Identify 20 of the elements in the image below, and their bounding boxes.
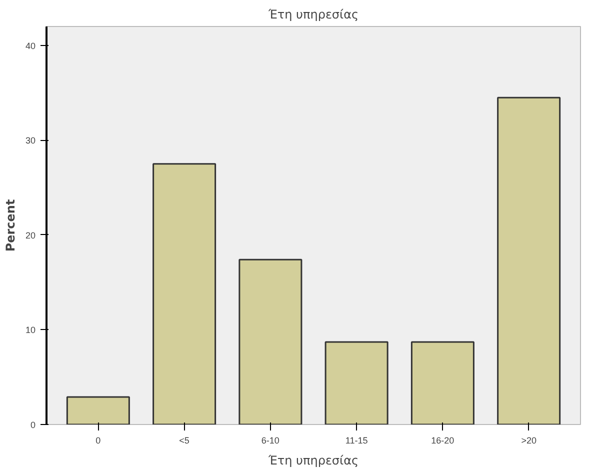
y-tick-label: 40 bbox=[25, 40, 36, 51]
bar bbox=[66, 396, 130, 424]
x-tick-label: 11-15 bbox=[345, 436, 368, 446]
y-tick-label: 0 bbox=[30, 420, 36, 430]
x-tick-label: 16-20 bbox=[431, 436, 454, 446]
bar bbox=[324, 341, 388, 424]
x-tick-label: >20 bbox=[521, 436, 536, 446]
bar bbox=[152, 163, 216, 424]
y-tick-label: 20 bbox=[25, 230, 36, 240]
x-tick-label: 0 bbox=[96, 436, 101, 446]
x-tick-label: <5 bbox=[179, 436, 190, 446]
x-tick-label: 6-10 bbox=[261, 436, 280, 446]
x-axis-title: Έτη υπηρεσίας bbox=[267, 454, 359, 468]
bar bbox=[238, 258, 302, 424]
y-axis-title: Percent bbox=[3, 199, 18, 252]
y-tick-label: 30 bbox=[25, 136, 36, 146]
chart-title: Έτη υπηρεσίας bbox=[267, 8, 359, 22]
y-tick-label: 10 bbox=[25, 325, 36, 336]
bar bbox=[410, 341, 474, 424]
bar bbox=[497, 96, 561, 424]
